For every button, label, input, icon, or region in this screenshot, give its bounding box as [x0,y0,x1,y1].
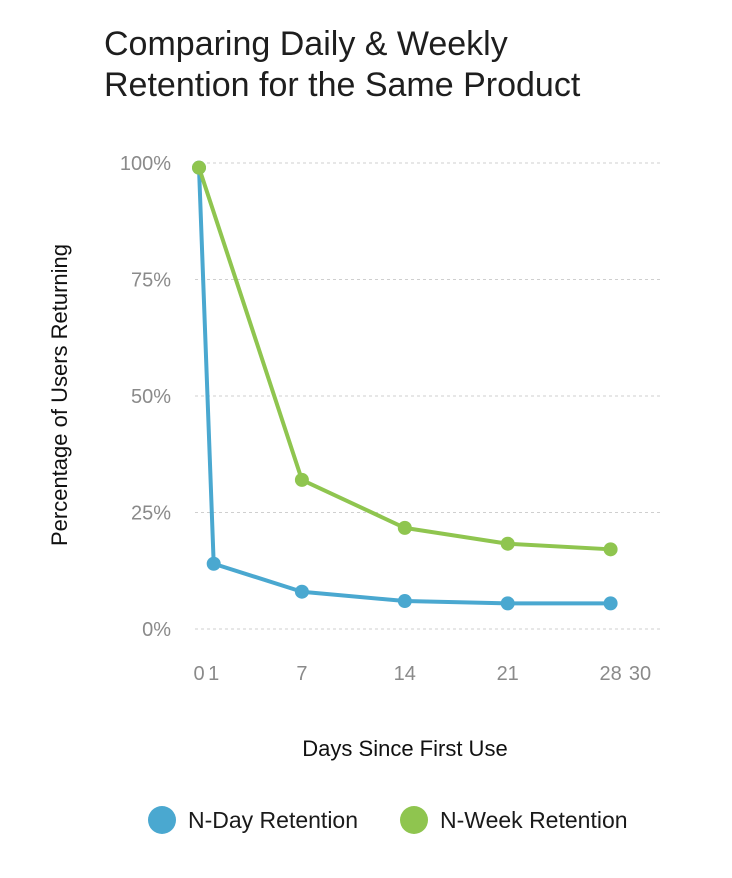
x-tick-label: 0 [193,663,204,685]
x-tick-label: 14 [394,663,416,685]
legend-label-n-week: N-Week Retention [440,806,628,833]
series-line-n-week-retention [197,165,613,552]
x-tick-label: 30 [629,663,651,685]
legend-item-n-day: N-Day Retention [148,806,358,834]
legend-item-n-week: N-Week Retention [400,806,628,834]
gridlines [195,162,663,630]
data-point-n-week-retention [192,160,206,175]
legend: N-Day Retention N-Week Retention [148,806,670,834]
y-axis-title: Percentage of Users Returning [47,244,72,546]
x-tick-labels: 0 1 7 14 21 28 30 [193,663,651,685]
data-point-n-day-retention [603,596,618,611]
series-lines [192,160,618,611]
data-point-n-week-retention [603,542,618,557]
legend-swatch-n-week [400,806,429,834]
y-tick-label: 100% [120,153,171,175]
x-axis-title: Days Since First Use [302,736,507,761]
legend-label-n-day: N-Day Retention [188,806,359,833]
legend-swatch-n-day [148,806,176,834]
data-point-n-day-retention [397,594,412,609]
data-point-n-week-retention [500,536,515,551]
y-tick-label: 75% [131,270,171,292]
x-tick-label: 21 [497,663,519,685]
x-tick-label: 1 [208,663,219,685]
x-tick-label: 28 [599,663,621,685]
data-point-n-week-retention [397,520,412,535]
y-tick-label: 25% [131,503,171,525]
data-point-n-week-retention [294,472,309,487]
x-tick-label: 7 [296,663,307,685]
chart-title: Comparing Daily & Weekly Retention for th… [104,25,581,104]
series-line-n-day-retention [197,165,613,606]
y-tick-label: 50% [131,386,171,408]
data-point-n-day-retention [206,556,221,571]
data-point-n-day-retention [500,596,515,611]
y-tick-labels: 0% 25% 50% 75% 100% [120,153,171,641]
y-tick-label: 0% [142,619,171,641]
data-point-n-day-retention [294,584,309,599]
